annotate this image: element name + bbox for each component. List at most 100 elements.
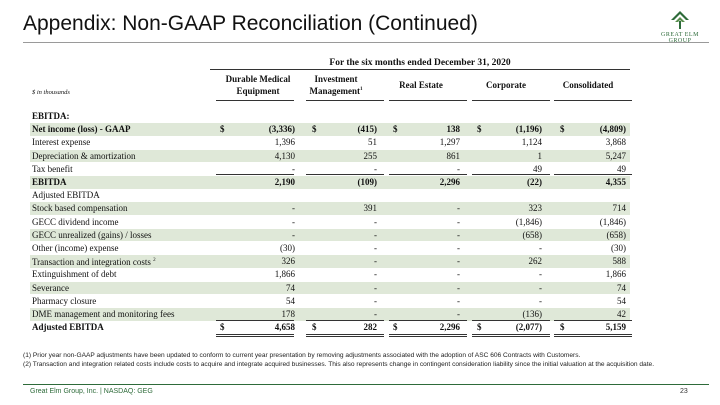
- column-header-line2: Management: [309, 86, 361, 96]
- table-row: Transaction and integration costs 2 326 - -…: [30, 255, 630, 268]
- table-row: Extinguishment of debt 1,866 - - - 1,866: [30, 268, 630, 281]
- value-cell: -: [374, 295, 377, 306]
- column-header-underline: [389, 100, 467, 101]
- value-cell: 282: [363, 322, 378, 333]
- column-header-underline: [554, 100, 632, 101]
- value-cell: 1,124: [521, 137, 542, 148]
- value-cell: 42: [617, 309, 626, 319]
- row-label-text: Tax benefit: [32, 163, 73, 174]
- subtotal-rule: [306, 319, 384, 321]
- table-row: Pharmacy closure 54 - - - 54: [30, 295, 630, 308]
- column-header-line1: Corporate: [486, 79, 526, 90]
- value-cell: (3,336): [268, 124, 295, 135]
- value-cell: (1,846): [599, 216, 626, 227]
- value-cell: 1,866: [605, 269, 626, 280]
- elm-tree-icon: [671, 11, 689, 29]
- value-cell: (30): [611, 243, 626, 253]
- table-row: Depreciation & amortization 4,130 255 861 1 5…: [30, 149, 630, 163]
- value-cell: (1,846): [515, 216, 542, 227]
- value-cell: -: [374, 163, 377, 174]
- value-cell: 49: [617, 163, 626, 174]
- value-cell: 51: [368, 137, 377, 148]
- row-label: Depreciation & amortization: [32, 150, 135, 163]
- value-cell: -: [374, 216, 377, 227]
- value-cell: -: [457, 256, 460, 267]
- subtotal-rule: [216, 319, 294, 321]
- row-label-text: Transaction and integration costs: [32, 257, 151, 268]
- row-label-text: Adjusted EBITDA: [32, 322, 104, 333]
- value-cell: [472, 189, 542, 202]
- row-label: EBITDA:: [32, 110, 70, 123]
- footer-divider: [23, 384, 709, 385]
- value-cell: -: [374, 229, 377, 240]
- table-row: Tax benefit - - - 49 49: [30, 163, 632, 176]
- total-double-rule: [554, 335, 632, 337]
- total-double-rule: [472, 333, 550, 335]
- value-cell: 1,396: [274, 137, 295, 148]
- table-row: Adjusted EBITDA $4,658 $282 $2,296 $ (2,077) $…: [30, 321, 632, 337]
- value-cell: 262: [528, 256, 543, 267]
- row-label: Other (income) expense: [32, 242, 118, 255]
- table-row: EBITDA 2,190 (109) 2,296 (22) 4,355: [30, 176, 630, 189]
- column-header-underline: [472, 100, 550, 101]
- row-label-text: Depreciation & amortization: [32, 150, 136, 161]
- value-cell: 5,247: [605, 150, 626, 161]
- value-cell: (658): [522, 229, 543, 240]
- value-cell: 714: [612, 203, 627, 214]
- row-footnote-marker: 2: [153, 258, 156, 264]
- row-label: Net income (loss) - GAAP: [32, 123, 130, 136]
- total-double-rule: [216, 335, 294, 337]
- value-cell: 2,190: [274, 177, 295, 187]
- value-cell: 323: [528, 203, 543, 214]
- column-header-line1: Investment: [314, 73, 358, 84]
- column-header-1: Investment Management1: [297, 72, 375, 98]
- currency-symbol: $: [393, 124, 398, 135]
- value-cell: 4,658: [274, 322, 295, 333]
- footnote-1: (1) Prior year non-GAAP adjustments have…: [23, 352, 581, 359]
- value-cell: 54: [286, 295, 295, 306]
- value-cell: 2,296: [439, 322, 460, 333]
- currency-symbol: $: [220, 124, 225, 135]
- total-double-rule: [554, 333, 632, 335]
- table-row: Adjusted EBITDA: [30, 189, 630, 202]
- column-footnote-marker: 1: [360, 87, 363, 92]
- currency-symbol: $: [477, 322, 482, 333]
- subtotal-rule: [389, 174, 467, 176]
- row-label-text: Adjusted EBITDA: [32, 190, 100, 201]
- page-title: Appendix: Non-GAAP Reconciliation (Conti…: [23, 12, 478, 35]
- value-cell: (1,196): [515, 124, 542, 135]
- value-cell: 54: [617, 295, 626, 306]
- units-label: $ in thousands: [32, 89, 70, 96]
- value-cell: 326: [281, 256, 296, 267]
- row-label-text: DME management and monitoring fees: [32, 309, 175, 319]
- column-header-underline: [216, 100, 294, 101]
- value-cell: 2,296: [439, 177, 460, 187]
- value-cell: -: [292, 216, 295, 227]
- value-cell: [390, 189, 460, 202]
- value-cell: [307, 189, 377, 202]
- table-row: GECC unrealized (gains) / losses - - - (658)…: [30, 228, 630, 242]
- column-header-underline: [306, 100, 384, 101]
- value-cell: 588: [612, 256, 627, 267]
- value-cell: -: [457, 203, 460, 214]
- period-divider: [210, 69, 630, 70]
- row-label: Tax benefit: [32, 163, 73, 176]
- value-cell: (415): [357, 124, 378, 135]
- footer-text: Great Elm Group, Inc. | NASDAQ: GEG: [30, 388, 153, 395]
- table-row: Stock based compensation - 391 - 323 714: [30, 202, 630, 215]
- currency-symbol: $: [312, 322, 317, 333]
- value-cell: -: [539, 282, 542, 293]
- table-row: Other (income) expense (30) - - - (30): [30, 242, 630, 255]
- column-header-0: Durable Medical Equipment: [219, 72, 297, 98]
- total-double-rule: [389, 333, 467, 335]
- value-cell: -: [292, 229, 295, 240]
- table-row: DME management and monitoring fees 178 - - (…: [30, 308, 632, 321]
- value-cell: -: [457, 269, 460, 280]
- value-cell: (4,809): [599, 124, 626, 135]
- value-cell: -: [457, 295, 460, 306]
- value-cell: -: [457, 229, 460, 240]
- value-cell: [556, 110, 626, 123]
- value-cell: [307, 110, 377, 123]
- total-double-rule: [216, 333, 294, 335]
- value-cell: 74: [286, 282, 295, 293]
